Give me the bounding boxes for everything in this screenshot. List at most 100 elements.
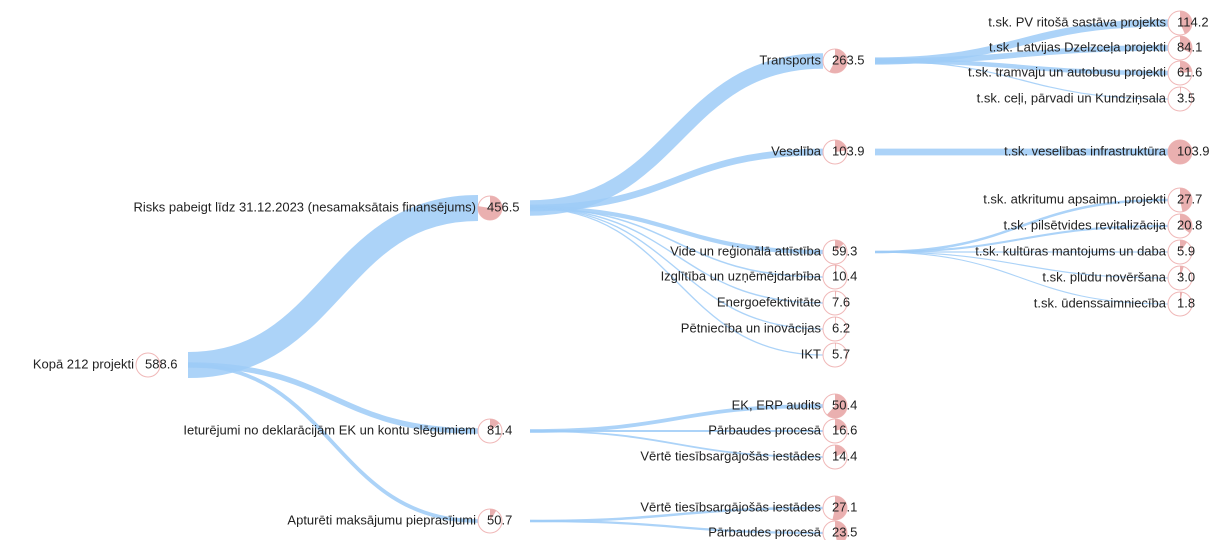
node-value: 103.9 <box>832 143 865 158</box>
node-pie <box>490 419 500 431</box>
node-label: t.sk. tramvaju un autobusu projekti <box>968 64 1166 79</box>
node-label: Energoefektivitāte <box>717 294 821 309</box>
node-circle <box>135 352 161 378</box>
node-label: t.sk. plūdu novēršana <box>1042 269 1166 284</box>
node-value: 10.4 <box>832 268 857 283</box>
node-pie <box>835 240 844 252</box>
node-label: Pētniecība un inovācijas <box>681 320 822 335</box>
node-value: 103.9 <box>1177 143 1210 158</box>
node-label: Vērtē tiesībsargājošās iestādes <box>640 448 821 463</box>
node-value: 5.9 <box>1177 243 1195 258</box>
link <box>874 251 1169 305</box>
node-label: Risks pabeigt līdz 31.12.2023 (nesamaksā… <box>133 199 476 214</box>
link <box>187 362 479 434</box>
node-value: 3.5 <box>1177 90 1195 105</box>
link <box>529 519 824 535</box>
link <box>874 251 1169 279</box>
link <box>529 404 824 433</box>
node-value: 3.0 <box>1177 269 1195 284</box>
node-value: 27.1 <box>832 499 857 514</box>
node-pie <box>1180 36 1192 54</box>
node-label: IKT <box>801 346 821 361</box>
node-value: 61.6 <box>1177 64 1202 79</box>
node-pie <box>1180 240 1188 252</box>
node-label: Vērtē tiesībsargājošās iestādes <box>640 499 821 514</box>
node-label: Apturēti maksājumu pieprasījumi <box>287 512 476 527</box>
node-value: 59.3 <box>832 243 857 258</box>
node-label: t.sk. atkritumu apsaimn. projekti <box>983 191 1166 206</box>
node-value: 81.4 <box>487 422 512 437</box>
node-label: EK, ERP audits <box>732 397 822 412</box>
node-pie <box>835 343 836 355</box>
node-pie <box>490 509 497 521</box>
node-pie <box>832 496 848 521</box>
node-pie <box>1180 87 1182 99</box>
link <box>529 207 824 304</box>
link <box>529 53 824 216</box>
link <box>529 430 824 458</box>
node-value: 50.7 <box>487 512 512 527</box>
node-label: Pārbaudes procesā <box>708 524 822 539</box>
node-label: t.sk. ūdenssaimniecība <box>1034 295 1167 310</box>
node-value: 588.6 <box>145 356 178 371</box>
node-pie <box>829 49 848 74</box>
node-label: t.sk. ceļi, pārvadi un Kundziņsala <box>977 90 1167 105</box>
node-value: 27.7 <box>1177 191 1202 206</box>
node-value: 1.8 <box>1177 295 1195 310</box>
node-label: t.sk. kultūras mantojums un daba <box>975 243 1167 258</box>
link <box>529 506 824 523</box>
link <box>874 224 1169 254</box>
node-pie <box>835 521 847 540</box>
node-value: 20.8 <box>1177 217 1202 232</box>
node-value: 23.5 <box>832 524 857 539</box>
node-pie <box>835 445 846 457</box>
node-pie <box>835 265 837 277</box>
node-pie <box>1180 266 1184 278</box>
node-pie <box>1180 214 1192 234</box>
link <box>529 148 824 212</box>
node-pie <box>1180 188 1192 212</box>
link <box>529 207 824 330</box>
node-pie <box>1168 140 1192 164</box>
node-label: Veselība <box>771 143 822 158</box>
link <box>874 58 1169 76</box>
node-pie <box>835 291 837 303</box>
node-label: t.sk. pilsētvides revitalizācija <box>1003 217 1166 232</box>
links <box>187 19 1169 535</box>
node-value: 16.6 <box>832 422 857 437</box>
node-label: Izglītība un uzņēmējdarbība <box>661 268 822 283</box>
node-pie <box>826 394 848 419</box>
node-value: 50.4 <box>832 397 857 412</box>
node-value: 84.1 <box>1177 39 1202 54</box>
node-pie <box>835 317 837 329</box>
node-value: 14.4 <box>832 448 857 463</box>
node-value: 456.5 <box>487 199 520 214</box>
node-value: 263.5 <box>832 52 865 67</box>
link <box>187 194 479 379</box>
node-label: Vide un reģionālā attīstība <box>670 243 822 258</box>
link <box>874 60 1169 100</box>
node-label: t.sk. veselības infrastruktūra <box>1004 143 1167 158</box>
node-value: 114.2 <box>1177 14 1209 29</box>
node-pie <box>1180 11 1192 34</box>
node-pie <box>1180 61 1192 73</box>
nodes: Kopā 212 projekti 588.6 Risks pabeigt līdz… <box>33 10 1210 540</box>
node-pie <box>835 419 847 431</box>
node-label: t.sk. Latvijas Dzelzceļa projekti <box>989 39 1166 54</box>
node-pie <box>835 140 847 152</box>
node-value: 5.7 <box>832 346 850 361</box>
node-label: Pārbaudes procesā <box>708 422 822 437</box>
node-label: Kopā 212 projekti <box>33 356 134 371</box>
node-value: 7.6 <box>832 294 850 309</box>
node-label: t.sk. PV ritošā sastāva projekts <box>988 14 1166 29</box>
link <box>529 207 824 356</box>
node-pie <box>1180 292 1183 304</box>
link <box>874 198 1169 254</box>
node-value: 6.2 <box>832 320 850 335</box>
node-pie <box>478 196 502 221</box>
link <box>529 207 824 278</box>
link <box>529 205 824 255</box>
link <box>187 363 479 523</box>
node-label: Transports <box>759 52 821 67</box>
